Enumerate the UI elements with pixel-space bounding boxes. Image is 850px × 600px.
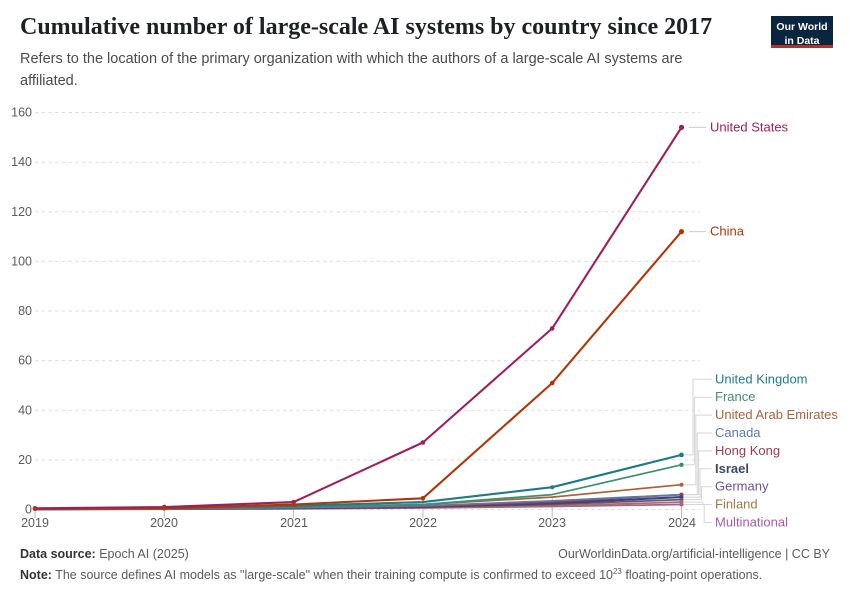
svg-text:160: 160 — [11, 106, 32, 120]
svg-text:120: 120 — [11, 205, 32, 219]
svg-text:Multinational: Multinational — [715, 515, 788, 530]
svg-text:2022: 2022 — [409, 516, 437, 530]
svg-text:United Kingdom: United Kingdom — [715, 371, 808, 386]
svg-text:2021: 2021 — [280, 516, 308, 530]
svg-text:United Arab Emirates: United Arab Emirates — [715, 407, 838, 422]
svg-text:100: 100 — [11, 254, 32, 268]
svg-text:United States: United States — [710, 120, 789, 135]
svg-text:0: 0 — [25, 503, 32, 517]
svg-text:2023: 2023 — [538, 516, 566, 530]
svg-text:2020: 2020 — [150, 516, 178, 530]
svg-text:40: 40 — [18, 403, 32, 417]
svg-text:60: 60 — [18, 354, 32, 368]
svg-text:Finland: Finland — [715, 497, 758, 512]
svg-text:China: China — [710, 224, 745, 239]
svg-text:Hong Kong: Hong Kong — [715, 443, 780, 458]
svg-text:2019: 2019 — [21, 516, 49, 530]
svg-text:Israel: Israel — [715, 461, 749, 476]
svg-text:2024: 2024 — [668, 516, 696, 530]
svg-text:80: 80 — [18, 304, 32, 318]
svg-text:Canada: Canada — [715, 425, 761, 440]
svg-text:Germany: Germany — [715, 479, 769, 494]
svg-text:France: France — [715, 389, 755, 404]
svg-text:20: 20 — [18, 453, 32, 467]
svg-text:140: 140 — [11, 155, 32, 169]
